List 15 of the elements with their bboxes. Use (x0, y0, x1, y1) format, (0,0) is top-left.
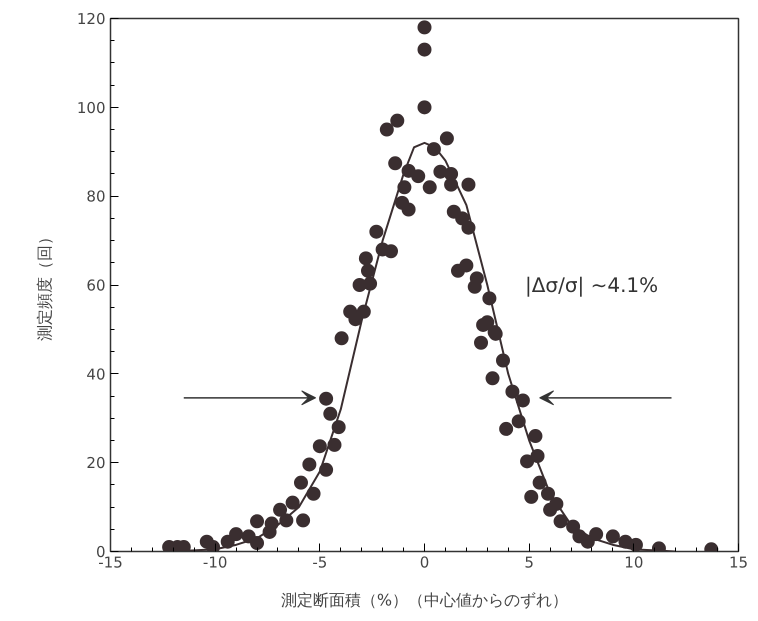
y-tick-label: 80 (86, 188, 106, 206)
y-axis-title: 測定頻度（回） (34, 229, 54, 341)
y-tick-label: 120 (76, 10, 106, 28)
x-tick-label: 15 (728, 554, 748, 572)
y-tick-label: 60 (86, 276, 106, 294)
x-tick-label: 5 (524, 554, 534, 572)
y-tick-label: 20 (86, 454, 106, 472)
y-tick-label: 100 (76, 98, 106, 117)
x-axis-title: 測定断面積（%）（中心値からのずれ） (280, 590, 568, 610)
annotation: |Δσ/σ| ~4.1% (524, 273, 658, 297)
x-tick-label: -10 (202, 554, 228, 572)
x-tick-label: -5 (312, 554, 328, 572)
x-tick-label: 0 (420, 554, 430, 572)
y-tick-label: 40 (86, 365, 106, 384)
x-tick-label: 10 (624, 554, 644, 572)
